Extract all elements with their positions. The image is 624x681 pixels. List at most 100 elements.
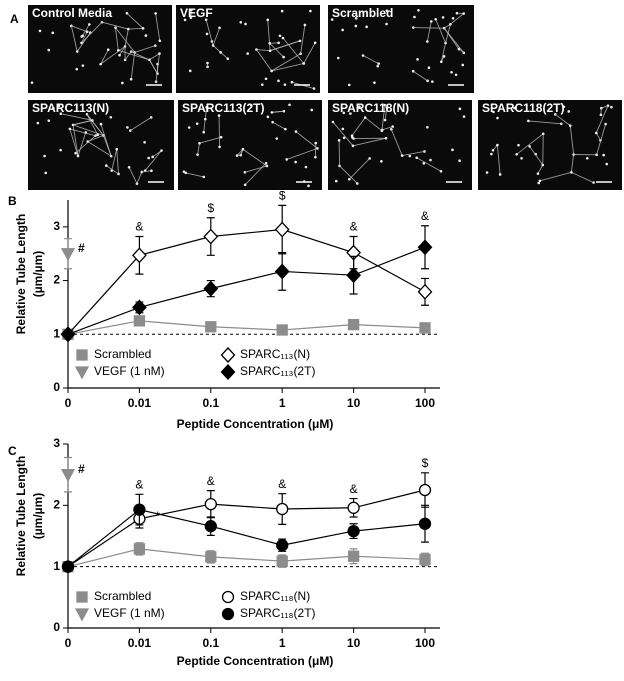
series-line bbox=[67, 508, 426, 568]
marker bbox=[133, 503, 146, 516]
node bbox=[515, 153, 518, 156]
tube bbox=[70, 25, 78, 52]
node bbox=[462, 115, 466, 118]
node bbox=[385, 106, 389, 109]
node bbox=[264, 77, 268, 81]
node bbox=[249, 103, 253, 107]
tube bbox=[76, 32, 91, 52]
marker bbox=[347, 550, 360, 562]
micrograph-label: SPARC113(N) bbox=[32, 101, 109, 115]
tube bbox=[236, 148, 244, 156]
node bbox=[149, 116, 153, 119]
node bbox=[206, 61, 209, 65]
tube bbox=[81, 21, 103, 44]
node bbox=[341, 28, 344, 32]
node bbox=[411, 69, 415, 73]
tube bbox=[295, 131, 318, 149]
node bbox=[347, 177, 351, 181]
tube bbox=[450, 13, 465, 25]
node bbox=[30, 81, 34, 84]
node bbox=[442, 55, 446, 58]
node bbox=[288, 103, 291, 107]
micrograph bbox=[178, 100, 322, 190]
micrograph-label: Control Media bbox=[32, 6, 112, 20]
node bbox=[144, 34, 148, 37]
node bbox=[541, 163, 545, 167]
node bbox=[454, 73, 458, 77]
tube bbox=[244, 165, 268, 173]
node bbox=[400, 154, 404, 157]
marker bbox=[132, 247, 147, 264]
tube bbox=[528, 120, 562, 125]
node bbox=[302, 62, 306, 65]
node bbox=[121, 81, 124, 85]
tube bbox=[155, 53, 160, 82]
micrograph bbox=[28, 100, 174, 190]
marker bbox=[203, 228, 219, 245]
node bbox=[277, 41, 280, 45]
micrograph bbox=[28, 5, 172, 93]
node bbox=[376, 64, 380, 68]
tube bbox=[271, 63, 304, 72]
node bbox=[277, 79, 280, 83]
tube bbox=[435, 19, 446, 44]
marker bbox=[274, 221, 290, 238]
tube bbox=[199, 136, 222, 144]
node bbox=[441, 16, 445, 19]
legend-label: SPARC₁₁₃(2T) bbox=[240, 364, 315, 378]
node bbox=[309, 9, 312, 13]
marker bbox=[205, 321, 217, 333]
node bbox=[235, 154, 239, 157]
node bbox=[151, 155, 154, 159]
micrograph-label: VEGF bbox=[180, 6, 213, 20]
tube bbox=[124, 51, 132, 61]
node bbox=[217, 114, 221, 117]
node bbox=[451, 148, 454, 152]
node bbox=[439, 169, 443, 173]
node bbox=[190, 8, 193, 12]
marker bbox=[60, 248, 76, 262]
node bbox=[496, 143, 499, 147]
node bbox=[68, 127, 72, 131]
tube bbox=[332, 121, 354, 147]
node bbox=[114, 26, 117, 29]
y-axis-label: (µm/µm) bbox=[31, 251, 45, 298]
legend-marker bbox=[221, 607, 235, 621]
tube bbox=[384, 107, 388, 121]
marker bbox=[419, 553, 431, 565]
node bbox=[417, 8, 420, 12]
node bbox=[342, 111, 346, 115]
node bbox=[385, 9, 389, 13]
y-tick-label: 2 bbox=[53, 273, 60, 287]
tube bbox=[87, 135, 104, 142]
node bbox=[413, 15, 416, 19]
node bbox=[341, 127, 345, 131]
tube bbox=[86, 114, 99, 136]
tube bbox=[111, 149, 118, 171]
marker bbox=[417, 239, 433, 256]
tube bbox=[81, 31, 88, 44]
micrograph-label: SPARC118(N) bbox=[332, 101, 409, 115]
annotation: $ bbox=[207, 201, 214, 215]
node bbox=[109, 115, 113, 119]
node bbox=[218, 145, 221, 149]
tube bbox=[212, 27, 220, 46]
node bbox=[408, 154, 412, 158]
node bbox=[115, 147, 119, 151]
node bbox=[427, 66, 431, 69]
tube bbox=[100, 46, 126, 65]
annotation: # bbox=[78, 462, 85, 476]
node bbox=[226, 57, 230, 61]
node bbox=[310, 108, 314, 112]
y-tick-label: 1 bbox=[53, 559, 60, 573]
tube bbox=[205, 19, 214, 46]
tube bbox=[69, 128, 79, 157]
legend-label: Scrambled bbox=[94, 347, 151, 361]
tube bbox=[595, 132, 601, 141]
marker bbox=[274, 263, 290, 280]
legend-label: SPARC₁₁₈(2T) bbox=[240, 606, 316, 620]
y-tick-label: 3 bbox=[53, 436, 60, 450]
node bbox=[303, 23, 307, 27]
node bbox=[461, 63, 465, 67]
node bbox=[205, 105, 208, 109]
